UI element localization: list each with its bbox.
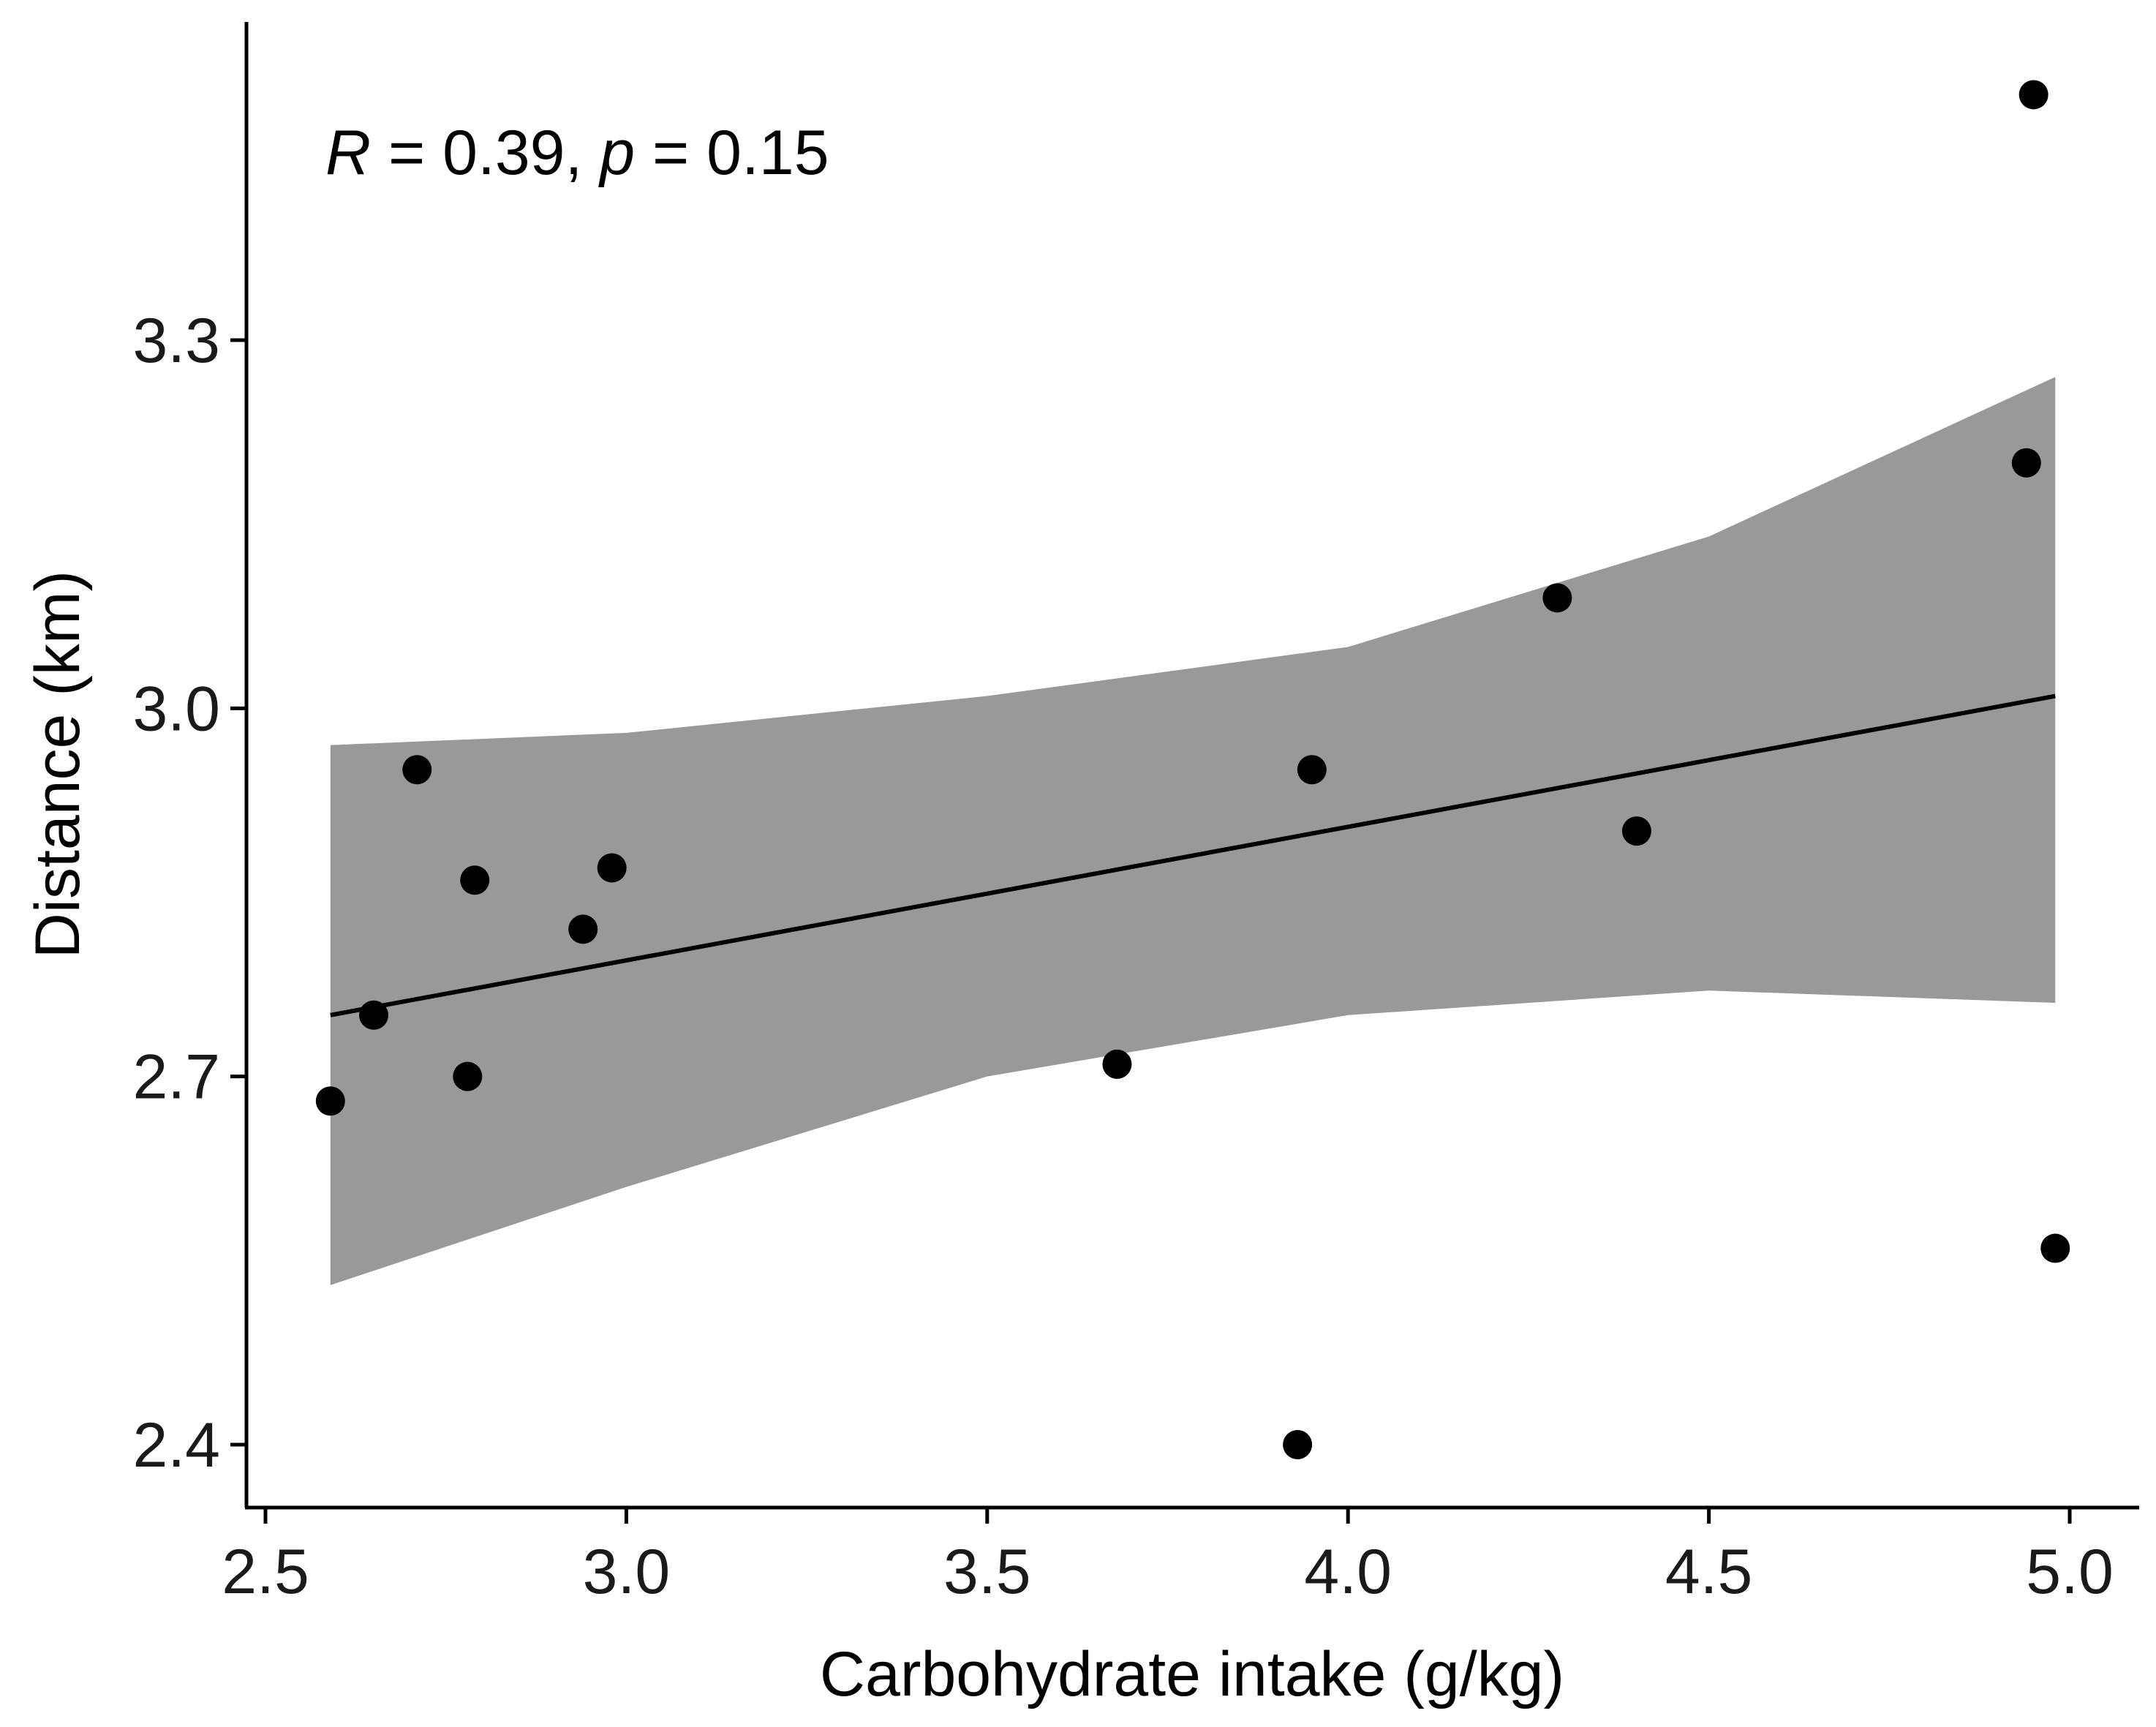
data-point <box>1542 583 1572 613</box>
data-point <box>1297 755 1327 785</box>
confidence-band-layer <box>330 377 2056 1285</box>
y-tick-label: 2.7 <box>132 1042 220 1113</box>
fit-line-layer <box>330 693 2056 1017</box>
data-point <box>1283 1430 1313 1459</box>
data-point <box>2011 448 2041 478</box>
x-tick-label: 4.0 <box>1304 1537 1392 1607</box>
x-axis-ticks: 2.5 3.0 3.5 4.0 4.5 5.0 <box>222 1508 2114 1607</box>
data-point <box>2019 80 2048 110</box>
x-tick-label: 3.0 <box>583 1537 671 1607</box>
data-point <box>453 1061 483 1091</box>
y-tick-label: 3.0 <box>132 674 220 744</box>
p-value: = 0.15 <box>635 118 829 188</box>
data-point <box>359 1000 389 1030</box>
y-axis-ticks: 2.4 2.7 3.0 3.3 <box>132 306 246 1480</box>
r-symbol: R <box>325 118 371 188</box>
data-point <box>315 1086 345 1116</box>
fit-line <box>330 693 2056 1017</box>
y-axis-title: Distance (km) <box>23 571 93 958</box>
x-tick-label: 5.0 <box>2026 1537 2114 1607</box>
r-value: = 0.39, <box>371 118 600 188</box>
points-layer <box>315 80 2070 1459</box>
data-point <box>1621 816 1651 846</box>
y-tick-label: 3.3 <box>132 306 220 376</box>
confidence-band <box>330 377 2056 1285</box>
y-tick-label: 2.4 <box>132 1410 220 1480</box>
x-axis-title: Carbohydrate intake (g/kg) <box>820 1639 1564 1709</box>
p-symbol: p <box>598 118 635 188</box>
correlation-annotation: R = 0.39, p = 0.15 <box>325 118 829 188</box>
x-tick-label: 2.5 <box>222 1537 309 1607</box>
data-point <box>597 853 627 883</box>
data-point <box>460 865 490 895</box>
data-point <box>2040 1233 2070 1263</box>
x-tick-label: 3.5 <box>943 1537 1031 1607</box>
data-point <box>568 914 598 944</box>
data-point <box>402 755 432 785</box>
data-point <box>1102 1049 1132 1079</box>
x-tick-label: 4.5 <box>1665 1537 1753 1607</box>
